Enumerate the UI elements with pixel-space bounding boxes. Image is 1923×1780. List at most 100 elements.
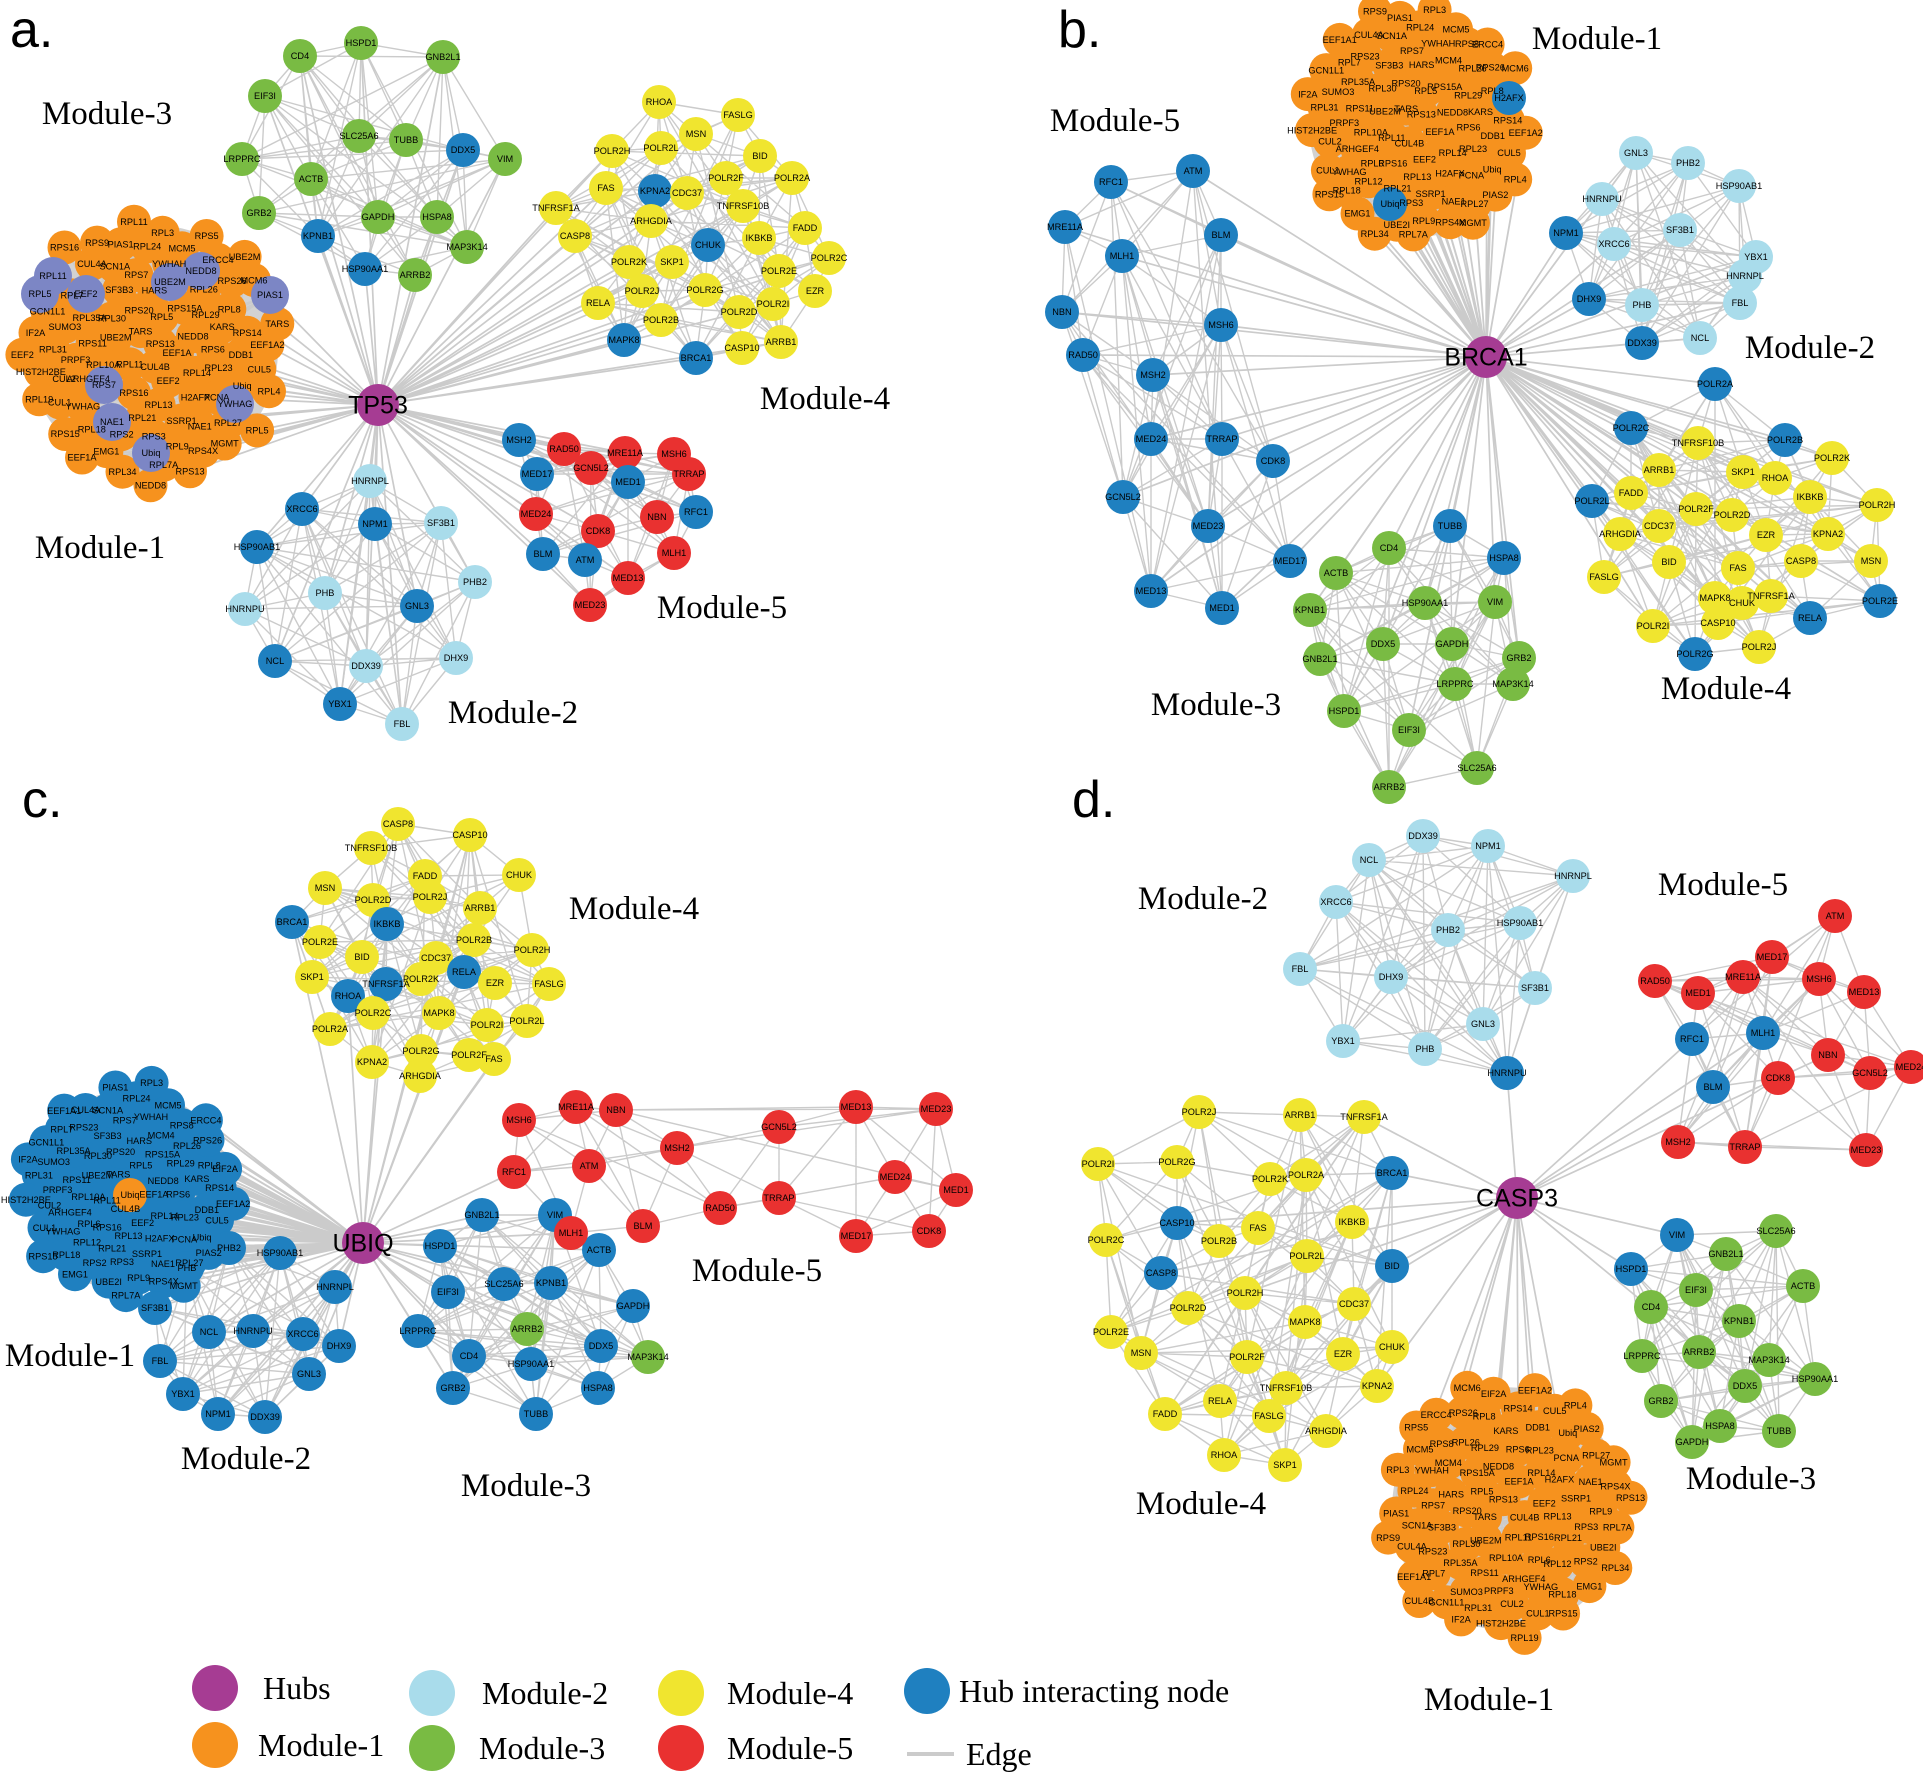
svg-text:RPL23: RPL23: [205, 363, 233, 373]
svg-text:RPL4: RPL4: [1504, 175, 1527, 185]
svg-text:MED17: MED17: [1757, 952, 1788, 962]
svg-text:POLR2K: POLR2K: [1814, 453, 1851, 463]
svg-text:RPL31: RPL31: [1464, 1603, 1492, 1613]
svg-text:GAPDH: GAPDH: [362, 212, 395, 222]
svg-text:b.: b.: [1058, 1, 1101, 59]
svg-text:RPL30: RPL30: [1369, 84, 1397, 94]
svg-text:RPS15A: RPS15A: [1427, 82, 1463, 92]
svg-text:EEF2: EEF2: [11, 350, 34, 360]
svg-text:PRPF3: PRPF3: [61, 355, 91, 365]
svg-text:RPL24: RPL24: [122, 1093, 150, 1103]
svg-text:RPS7: RPS7: [1400, 46, 1424, 56]
svg-text:RAD50: RAD50: [1068, 350, 1098, 360]
svg-text:PRPF3: PRPF3: [43, 1185, 73, 1195]
svg-text:MRE11A: MRE11A: [607, 448, 644, 458]
svg-text:MLH1: MLH1: [662, 548, 687, 558]
svg-text:CHUK: CHUK: [695, 240, 722, 250]
svg-text:POLR2E: POLR2E: [1862, 596, 1898, 606]
svg-text:DDX5: DDX5: [1733, 1381, 1758, 1391]
svg-text:RPL18: RPL18: [52, 1250, 80, 1260]
svg-text:MSH6: MSH6: [661, 449, 687, 459]
svg-text:RPL34: RPL34: [1361, 229, 1389, 239]
svg-text:MAPK8: MAPK8: [1289, 1317, 1320, 1327]
svg-text:RPS2: RPS2: [83, 1258, 107, 1268]
svg-text:RPS5: RPS5: [195, 231, 219, 241]
svg-text:CHUK: CHUK: [1729, 598, 1756, 608]
svg-text:SUMO3: SUMO3: [49, 322, 82, 332]
svg-text:POLR2L: POLR2L: [1574, 496, 1609, 506]
svg-text:FBL: FBL: [1732, 298, 1749, 308]
svg-text:RPS8: RPS8: [170, 1120, 194, 1130]
svg-text:BID: BID: [354, 952, 370, 962]
svg-text:RPL31: RPL31: [25, 1170, 53, 1180]
svg-text:FASLG: FASLG: [723, 110, 753, 120]
svg-text:EIF3I: EIF3I: [254, 91, 276, 101]
svg-text:RPS11: RPS11: [62, 1175, 90, 1185]
svg-text:DHX9: DHX9: [444, 653, 469, 663]
svg-text:RPS3: RPS3: [110, 1257, 134, 1267]
svg-text:NCL: NCL: [1360, 855, 1378, 865]
svg-text:RPL24: RPL24: [1406, 22, 1434, 32]
svg-text:FADD: FADD: [793, 223, 818, 233]
svg-text:RPS23: RPS23: [69, 1123, 98, 1133]
svg-text:POLR2A: POLR2A: [312, 1024, 349, 1034]
svg-text:CD4: CD4: [291, 51, 309, 61]
svg-text:SF3B3: SF3B3: [1375, 61, 1403, 71]
svg-text:HNRNPL: HNRNPL: [351, 476, 389, 486]
svg-text:POLR2F: POLR2F: [708, 173, 744, 183]
svg-text:FASLG: FASLG: [1589, 572, 1619, 582]
svg-text:YWHAG: YWHAG: [1332, 167, 1367, 177]
svg-text:ARHGEF4: ARHGEF4: [67, 374, 110, 384]
svg-text:RPL23: RPL23: [171, 1212, 199, 1222]
svg-text:UBE2M: UBE2M: [82, 1171, 114, 1181]
svg-text:DDX39: DDX39: [1408, 831, 1438, 841]
svg-text:XRCC6: XRCC6: [1320, 897, 1351, 907]
svg-text:MAP3K14: MAP3K14: [1748, 1355, 1789, 1365]
svg-text:GNL3: GNL3: [1624, 148, 1648, 158]
svg-text:MAP3K14: MAP3K14: [446, 242, 487, 252]
svg-text:BID: BID: [752, 151, 768, 161]
svg-text:Module-2: Module-2: [1745, 330, 1875, 366]
svg-text:CUL5: CUL5: [1497, 148, 1521, 158]
svg-text:MED23: MED23: [1193, 521, 1224, 531]
svg-text:RPL26: RPL26: [173, 1141, 201, 1151]
svg-text:ATM: ATM: [580, 1161, 599, 1171]
svg-text:EMG1: EMG1: [62, 1269, 88, 1279]
svg-text:RPS14: RPS14: [233, 328, 262, 338]
svg-text:POLR2G: POLR2G: [402, 1046, 439, 1056]
svg-text:MED13: MED13: [841, 1102, 872, 1112]
svg-text:MGMT: MGMT: [211, 439, 239, 449]
svg-text:DDX5: DDX5: [451, 145, 476, 155]
svg-text:MLH1: MLH1: [559, 1228, 584, 1238]
svg-text:MSH6: MSH6: [1806, 974, 1832, 984]
svg-text:NAE1: NAE1: [188, 421, 212, 431]
svg-text:CASP8: CASP8: [383, 819, 413, 829]
svg-text:MED24: MED24: [521, 509, 552, 519]
svg-text:RPS23: RPS23: [1418, 1547, 1447, 1557]
svg-text:VIM: VIM: [1487, 597, 1503, 607]
svg-text:TNFRSF1A: TNFRSF1A: [362, 979, 410, 989]
svg-text:UBE2I: UBE2I: [1590, 1542, 1617, 1552]
svg-text:HIST2H2BE: HIST2H2BE: [1476, 1618, 1526, 1628]
svg-text:NPM1: NPM1: [1475, 841, 1501, 851]
svg-text:RPL10A: RPL10A: [1489, 1553, 1524, 1563]
svg-text:NPM1: NPM1: [362, 519, 388, 529]
svg-text:IF2A: IF2A: [1298, 89, 1318, 99]
svg-text:CASP8: CASP8: [560, 231, 590, 241]
svg-text:RHOA: RHOA: [335, 991, 362, 1001]
svg-text:CUL2: CUL2: [1318, 136, 1342, 146]
svg-text:HSPA8: HSPA8: [1489, 553, 1518, 563]
svg-text:RPS11: RPS11: [1470, 1568, 1498, 1578]
svg-text:NAE1: NAE1: [1442, 197, 1466, 207]
svg-text:POLR2B: POLR2B: [1201, 1236, 1237, 1246]
svg-text:HARS: HARS: [1438, 1489, 1464, 1499]
svg-text:NPM1: NPM1: [1553, 228, 1579, 238]
svg-text:RPS16: RPS16: [1378, 159, 1407, 169]
svg-text:PHB2: PHB2: [1436, 925, 1460, 935]
svg-text:RPL18: RPL18: [78, 425, 106, 435]
svg-text:KPNB1: KPNB1: [1295, 605, 1325, 615]
svg-text:TNFRSF10B: TNFRSF10B: [717, 201, 770, 211]
svg-text:TUBB: TUBB: [394, 135, 419, 145]
svg-text:PIAS1: PIAS1: [1383, 1509, 1409, 1519]
svg-text:YWHAG: YWHAG: [1523, 1582, 1558, 1592]
